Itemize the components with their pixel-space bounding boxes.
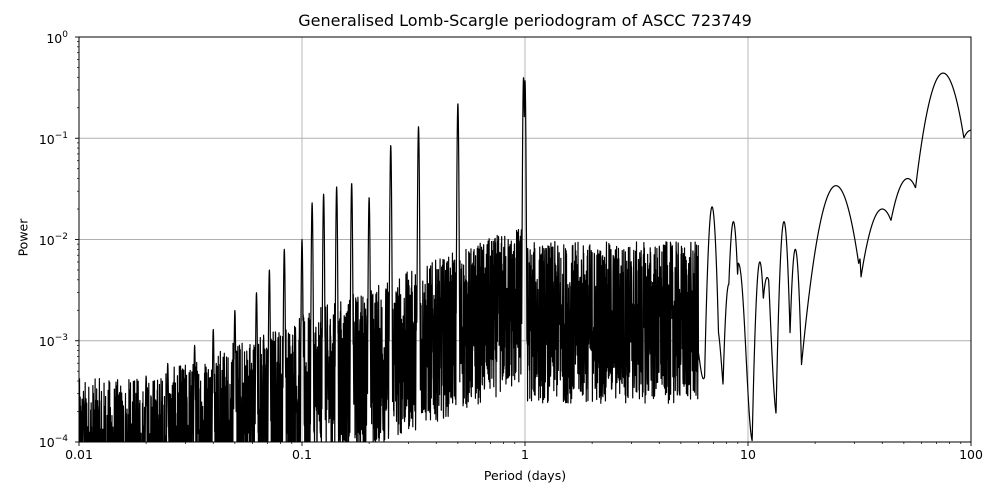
y-tick-label: 10−2 [38, 232, 68, 248]
power-curve [79, 72, 971, 442]
x-tick-label: 0.01 [65, 447, 93, 462]
axis-ticks [75, 36, 972, 446]
x-tick-label: 1 [521, 447, 529, 462]
y-tick-label: 100 [46, 30, 68, 46]
chart-title: Generalised Lomb-Scargle periodogram of … [298, 11, 752, 30]
y-tick-label: 10−4 [38, 434, 68, 450]
x-tick-label: 100 [959, 447, 983, 462]
y-axis-label: Power [15, 218, 31, 257]
x-axis-label: Period (days) [483, 468, 567, 483]
y-tick-label: 10−1 [38, 131, 68, 147]
y-tick-label: 10−3 [38, 333, 68, 349]
x-tick-label: 10 [740, 447, 756, 462]
x-tick-label: 0.1 [292, 447, 312, 462]
